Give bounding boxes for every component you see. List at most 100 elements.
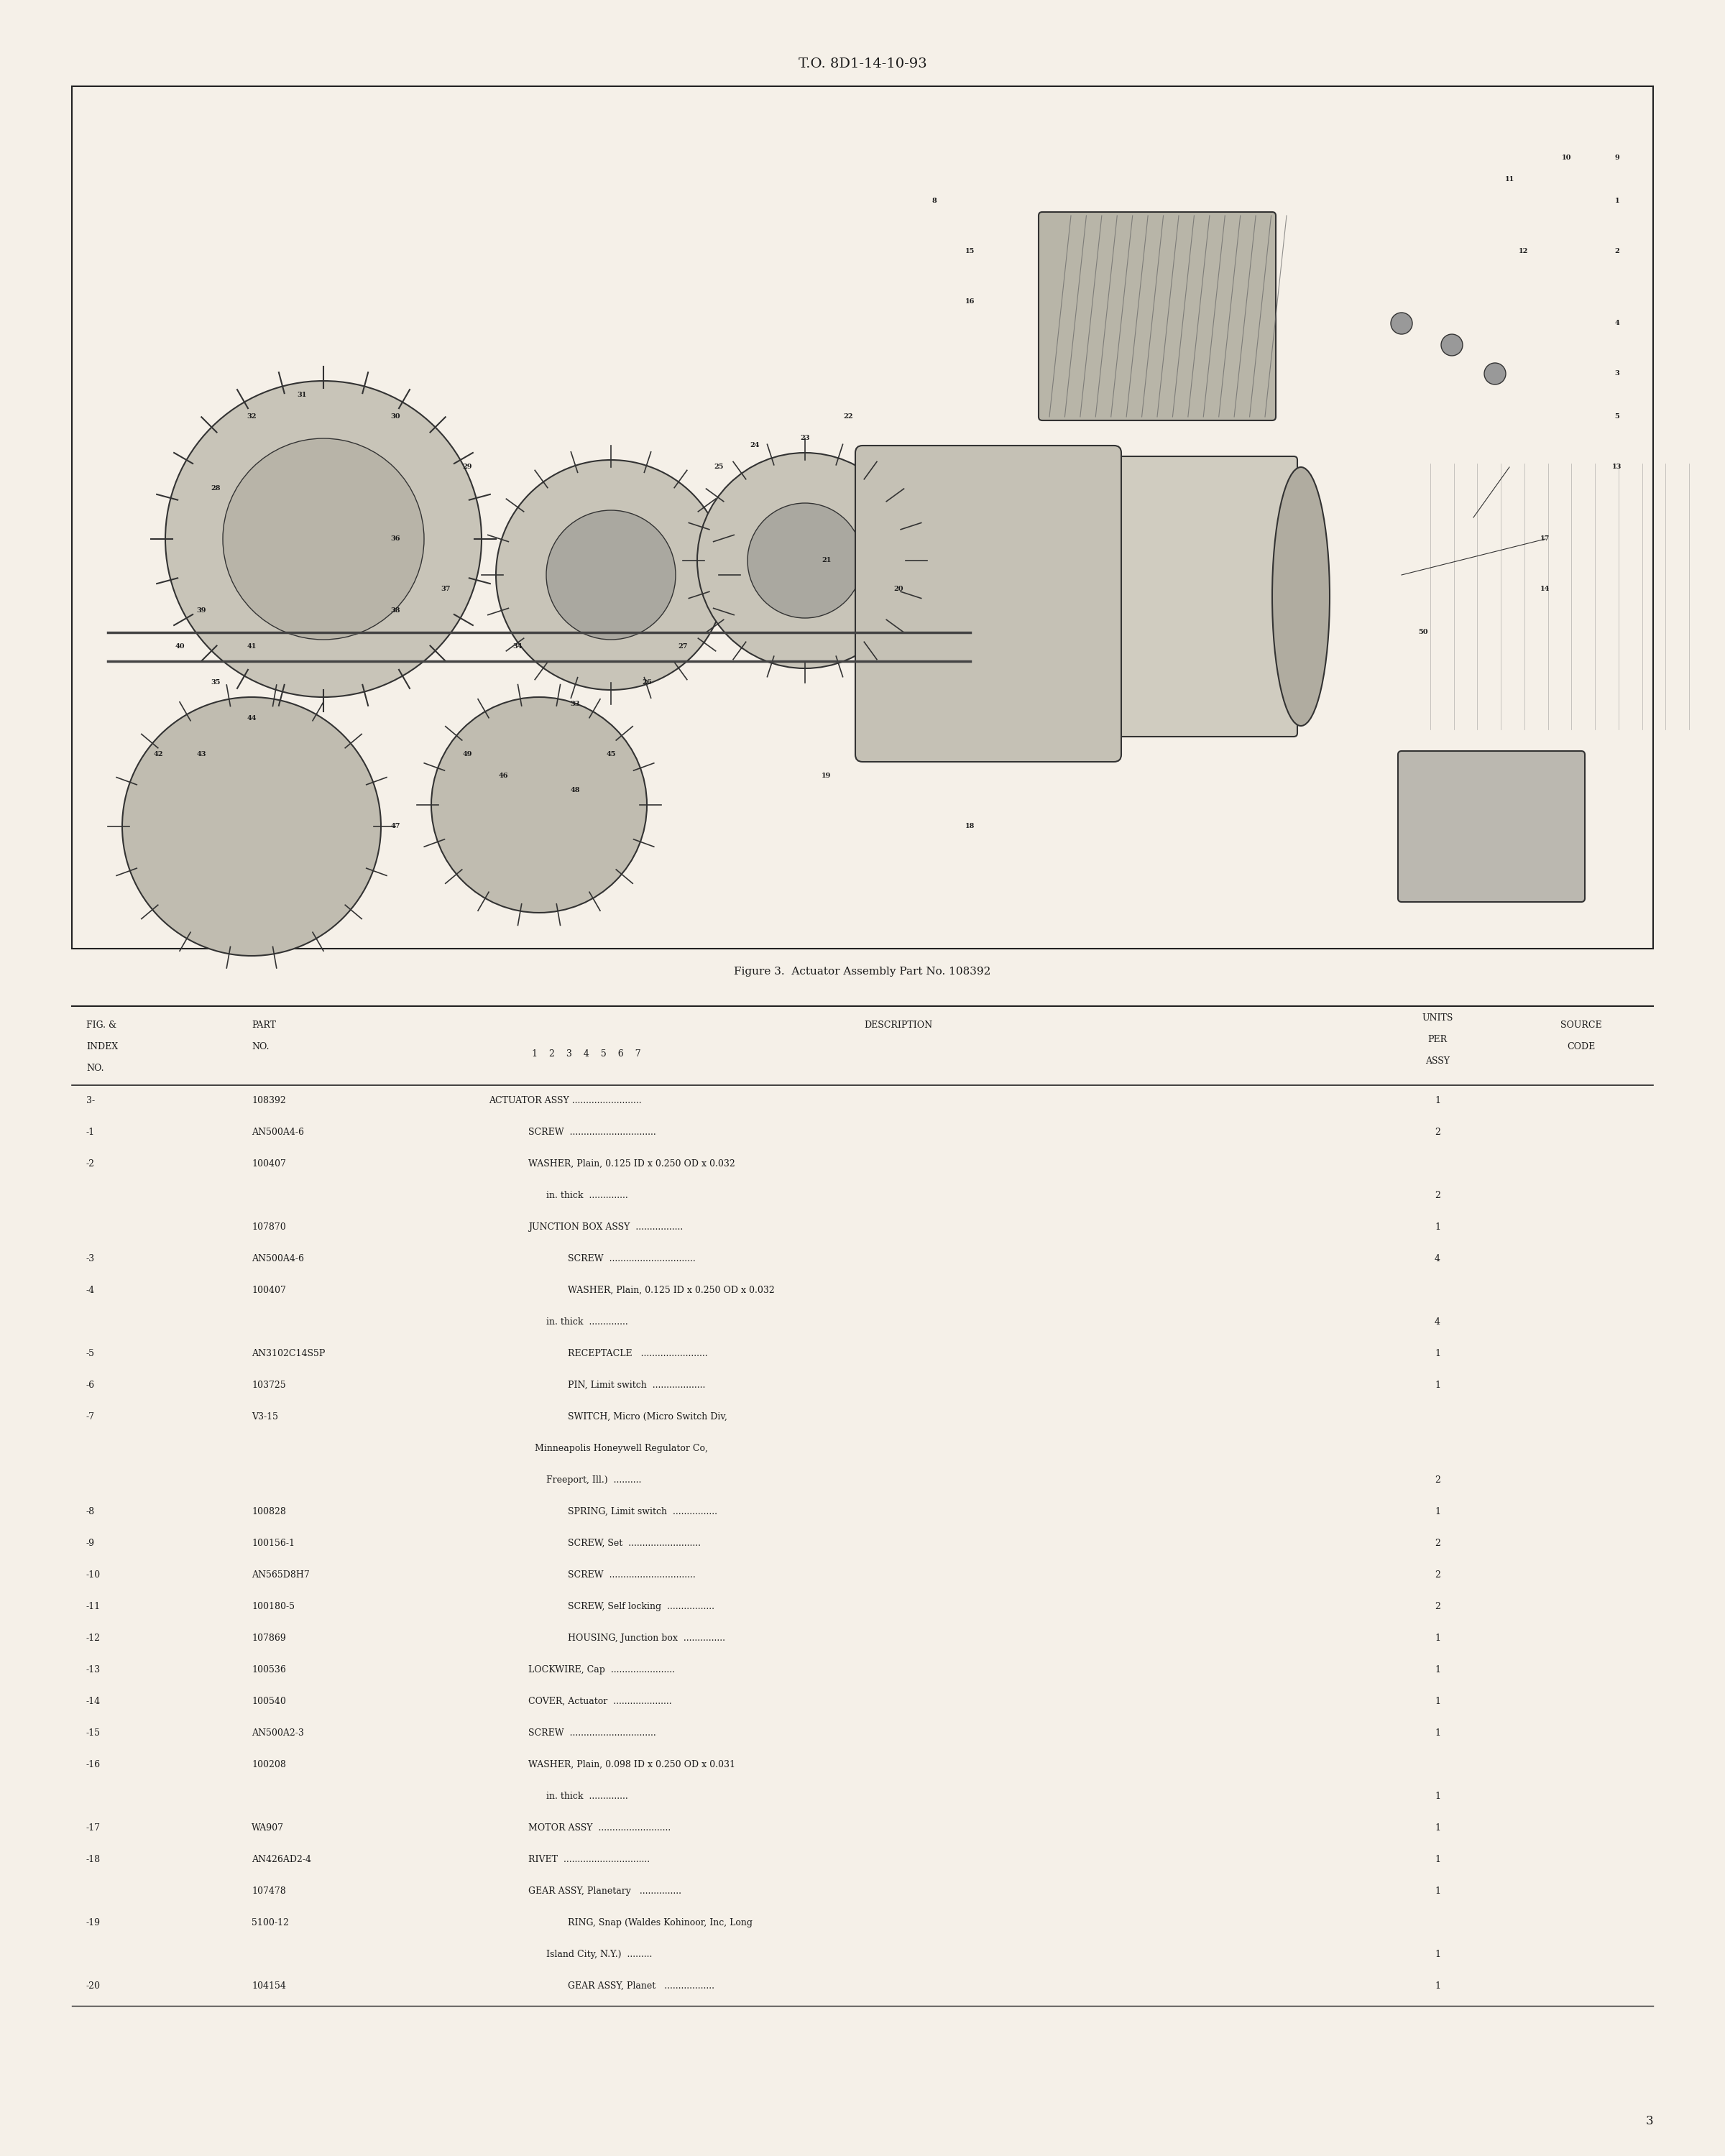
Text: -13: -13: [86, 1664, 100, 1675]
Text: 41: 41: [247, 642, 257, 651]
Text: WA907: WA907: [252, 1824, 285, 1833]
Text: 8: 8: [932, 198, 937, 205]
Text: 48: 48: [571, 787, 580, 793]
Text: 28: 28: [210, 485, 221, 492]
Text: V3-15: V3-15: [252, 1412, 278, 1421]
Text: 5: 5: [1615, 414, 1620, 420]
Text: 1: 1: [1615, 198, 1620, 205]
FancyBboxPatch shape: [856, 446, 1121, 761]
Text: 3: 3: [1615, 371, 1620, 377]
Circle shape: [747, 502, 862, 619]
Text: 1: 1: [1435, 1824, 1440, 1833]
Text: 3: 3: [1646, 2115, 1653, 2128]
Circle shape: [1484, 362, 1506, 384]
Text: 20: 20: [894, 586, 904, 593]
Text: AN3102C14S5P: AN3102C14S5P: [252, 1350, 324, 1358]
Text: 5100-12: 5100-12: [252, 1919, 288, 1927]
Text: 27: 27: [678, 642, 688, 651]
Text: 33: 33: [571, 701, 580, 707]
Text: 1: 1: [1435, 1697, 1440, 1705]
Text: 2: 2: [1435, 1190, 1440, 1201]
Text: -1: -1: [86, 1128, 95, 1136]
Text: -15: -15: [86, 1729, 100, 1738]
Text: 107478: 107478: [252, 1886, 286, 1895]
Text: AN565D8H7: AN565D8H7: [252, 1570, 309, 1580]
Text: 16: 16: [966, 300, 975, 306]
Text: 2: 2: [1435, 1602, 1440, 1611]
Text: 1: 1: [1435, 1095, 1440, 1106]
Text: -4: -4: [86, 1285, 95, 1296]
Text: T.O. 8D1-14-10-93: T.O. 8D1-14-10-93: [799, 58, 926, 71]
Text: -12: -12: [86, 1634, 100, 1643]
Text: 1: 1: [1435, 1854, 1440, 1865]
Text: ASSY: ASSY: [1425, 1056, 1449, 1065]
Text: 1: 1: [1435, 1634, 1440, 1643]
Text: 4: 4: [1435, 1255, 1440, 1263]
Text: 1    2    3    4    5    6    7: 1 2 3 4 5 6 7: [531, 1050, 642, 1059]
Text: 46: 46: [499, 774, 507, 780]
Text: in. thick  ..............: in. thick ..............: [488, 1190, 628, 1201]
Text: 35: 35: [210, 679, 221, 686]
Text: -10: -10: [86, 1570, 100, 1580]
Text: 100407: 100407: [252, 1160, 286, 1169]
Text: 34: 34: [512, 642, 523, 651]
Ellipse shape: [1273, 468, 1330, 727]
Circle shape: [1440, 334, 1463, 356]
Text: -16: -16: [86, 1759, 100, 1770]
Text: 9: 9: [1615, 155, 1620, 162]
Text: 103725: 103725: [252, 1380, 286, 1391]
Text: LOCKWIRE, Cap  .......................: LOCKWIRE, Cap .......................: [528, 1664, 674, 1675]
Text: 44: 44: [247, 716, 257, 722]
Text: -6: -6: [86, 1380, 95, 1391]
Text: -20: -20: [86, 1981, 100, 1990]
Text: 100828: 100828: [252, 1507, 286, 1516]
Text: 1: 1: [1435, 1664, 1440, 1675]
Text: 1: 1: [1435, 1222, 1440, 1231]
Text: 108392: 108392: [252, 1095, 286, 1106]
Bar: [72, 86, 1653, 949]
Text: 2: 2: [1435, 1539, 1440, 1548]
Text: UNITS: UNITS: [1421, 1013, 1452, 1022]
Text: 31: 31: [297, 392, 307, 399]
Text: 1: 1: [1435, 1949, 1440, 1960]
Text: 47: 47: [390, 824, 400, 830]
Text: -8: -8: [86, 1507, 95, 1516]
Text: MOTOR ASSY  ..........................: MOTOR ASSY ..........................: [528, 1824, 671, 1833]
Text: 23: 23: [800, 436, 809, 442]
Text: HOUSING, Junction box  ...............: HOUSING, Junction box ...............: [568, 1634, 724, 1643]
Text: GEAR ASSY, Planet   ..................: GEAR ASSY, Planet ..................: [568, 1981, 714, 1990]
Text: 38: 38: [390, 608, 400, 614]
Text: -7: -7: [86, 1412, 95, 1421]
Text: -5: -5: [86, 1350, 95, 1358]
Circle shape: [697, 453, 913, 668]
Text: JUNCTION BOX ASSY  .................: JUNCTION BOX ASSY .................: [528, 1222, 683, 1231]
Text: SCREW, Set  ..........................: SCREW, Set ..........................: [568, 1539, 700, 1548]
Text: 3-: 3-: [86, 1095, 95, 1106]
Text: 2: 2: [1615, 248, 1620, 254]
Text: 32: 32: [247, 414, 257, 420]
Text: 1: 1: [1435, 1380, 1440, 1391]
Text: 29: 29: [462, 464, 473, 470]
Text: SCREW, Self locking  .................: SCREW, Self locking .................: [568, 1602, 714, 1611]
Text: 12: 12: [1520, 248, 1528, 254]
Text: 30: 30: [390, 414, 400, 420]
Circle shape: [431, 696, 647, 912]
Circle shape: [497, 459, 726, 690]
Text: SCREW  ...............................: SCREW ...............................: [568, 1255, 695, 1263]
Text: 100156-1: 100156-1: [252, 1539, 295, 1548]
Text: -3: -3: [86, 1255, 95, 1263]
Circle shape: [122, 696, 381, 955]
Text: 36: 36: [390, 537, 400, 543]
Text: SCREW  ...............................: SCREW ...............................: [528, 1729, 656, 1738]
Text: 21: 21: [821, 558, 831, 565]
Text: -18: -18: [86, 1854, 100, 1865]
Text: RING, Snap (Waldes Kohinoor, Inc, Long: RING, Snap (Waldes Kohinoor, Inc, Long: [568, 1919, 752, 1927]
Text: -19: -19: [86, 1919, 100, 1927]
Circle shape: [223, 438, 424, 640]
Text: RECEPTACLE   ........................: RECEPTACLE ........................: [568, 1350, 707, 1358]
Text: -17: -17: [86, 1824, 100, 1833]
Text: NO.: NO.: [252, 1041, 269, 1052]
Text: -2: -2: [86, 1160, 95, 1169]
Text: 14: 14: [1540, 586, 1551, 593]
Text: AN426AD2-4: AN426AD2-4: [252, 1854, 310, 1865]
